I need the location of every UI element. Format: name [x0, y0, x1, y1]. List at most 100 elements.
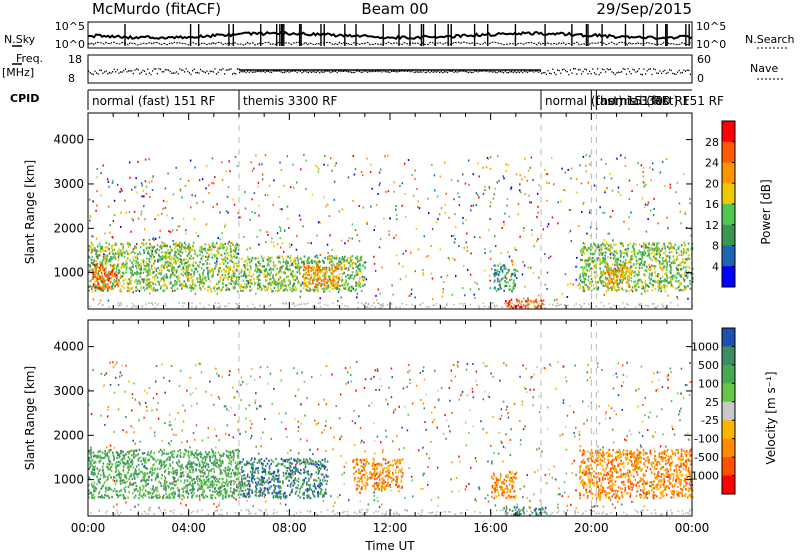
range-gate-cell — [592, 253, 595, 256]
frequency-mark — [629, 71, 631, 73]
range-gate-cell — [151, 264, 153, 268]
range-gate-cell — [486, 156, 489, 159]
range-gate-cell — [170, 256, 173, 259]
range-gate-cell — [121, 189, 123, 192]
range-gate-cell — [607, 232, 609, 235]
range-gate-cell — [147, 273, 149, 276]
frequency-mark — [367, 71, 369, 73]
frequency-mark — [259, 70, 261, 73]
range-gate-cell — [638, 250, 641, 253]
range-gate-cell — [455, 226, 457, 229]
range-gate-cell — [348, 288, 351, 292]
range-gate-cell — [101, 289, 103, 292]
ground-scatter-cell — [184, 302, 186, 305]
range-gate-cell — [520, 306, 523, 309]
frequency-mark — [137, 69, 139, 71]
range-gate-cell — [121, 271, 124, 275]
range-gate-cell — [332, 284, 335, 288]
range-gate-cell — [543, 253, 546, 256]
range-gate-cell — [335, 276, 338, 279]
range-gate-cell — [104, 268, 107, 272]
range-gate-cell — [602, 244, 605, 247]
range-gate-cell — [291, 263, 294, 267]
range-gate-cell — [582, 285, 585, 289]
range-gate-cell — [672, 277, 675, 280]
range-gate-cell — [114, 274, 116, 277]
range-gate-cell — [619, 281, 622, 284]
range-gate-cell — [215, 282, 218, 286]
range-gate-cell — [186, 271, 188, 274]
range-gate-cell — [670, 265, 672, 268]
frequency-mark — [523, 70, 525, 72]
range-gate-cell — [276, 267, 279, 270]
ground-scatter-cell — [341, 303, 343, 305]
range-gate-cell — [283, 280, 286, 283]
range-gate-cell — [194, 267, 196, 271]
range-gate-cell — [507, 268, 510, 271]
range-gate-cell — [162, 207, 164, 210]
frequency-mark — [603, 68, 605, 71]
frequency-mark — [291, 70, 293, 72]
range-gate-cell — [166, 262, 169, 265]
range-gate-cell — [248, 274, 251, 277]
ground-scatter-cell — [376, 302, 379, 305]
range-gate-cell — [197, 234, 199, 237]
range-gate-cell — [149, 261, 151, 264]
range-gate-cell — [563, 189, 565, 192]
range-gate-cell — [229, 259, 231, 262]
range-gate-cell — [179, 284, 181, 287]
range-gate-cell — [633, 284, 636, 287]
range-gate-cell — [196, 270, 199, 273]
range-gate-cell — [571, 462, 574, 465]
range-gate-cell — [684, 261, 686, 264]
range-gate-cell — [589, 252, 592, 255]
ground-scatter-cell — [453, 303, 455, 306]
range-gate-cell — [327, 284, 330, 287]
range-gate-cell — [660, 287, 662, 290]
frequency-mark — [384, 70, 386, 73]
range-gate-cell — [678, 285, 680, 288]
range-gate-cell — [618, 263, 621, 266]
frequency-mark — [657, 72, 659, 75]
colorbar-swatch — [722, 266, 735, 288]
range-gate-cell — [283, 184, 285, 187]
range-gate-cell — [316, 256, 319, 259]
range-gate-cell — [175, 166, 177, 169]
range-gate-cell — [303, 276, 306, 279]
range-gate-cell — [125, 268, 128, 271]
frequency-mark — [541, 72, 543, 75]
range-gate-cell — [94, 270, 97, 274]
range-gate-cell — [370, 163, 372, 166]
range-gate-cell — [111, 247, 113, 250]
range-gate-cell — [151, 188, 154, 191]
ground-scatter-cell — [219, 305, 222, 307]
range-gate-cell — [679, 210, 682, 213]
range-gate-cell — [200, 288, 202, 291]
range-gate-cell — [643, 166, 645, 169]
range-gate-cell — [659, 287, 661, 290]
range-gate-cell — [653, 207, 655, 210]
ground-scatter-cell — [203, 306, 205, 308]
range-gate-cell — [534, 306, 536, 309]
range-gate-cell — [687, 242, 690, 245]
range-gate-cell — [315, 284, 318, 287]
range-gate-cell — [295, 288, 298, 291]
range-gate-cell — [470, 252, 472, 255]
range-gate-cell — [202, 248, 205, 251]
frequency-mark — [434, 70, 436, 73]
range-gate-cell — [619, 250, 622, 253]
range-gate-cell — [631, 290, 634, 293]
ground-scatter-cell — [478, 307, 481, 309]
range-gate-cell — [288, 268, 291, 271]
range-gate-cell — [622, 278, 625, 281]
range-gate-cell — [176, 244, 179, 247]
range-gate-cell — [141, 195, 143, 198]
range-gate-cell — [505, 277, 508, 280]
colorbar-tick-label: 24 — [705, 157, 719, 170]
range-gate-cell — [323, 290, 325, 293]
range-gate-cell — [679, 283, 681, 286]
range-gate-cell — [168, 230, 170, 233]
range-gate-cell — [326, 285, 328, 289]
frequency-mark — [493, 70, 495, 73]
